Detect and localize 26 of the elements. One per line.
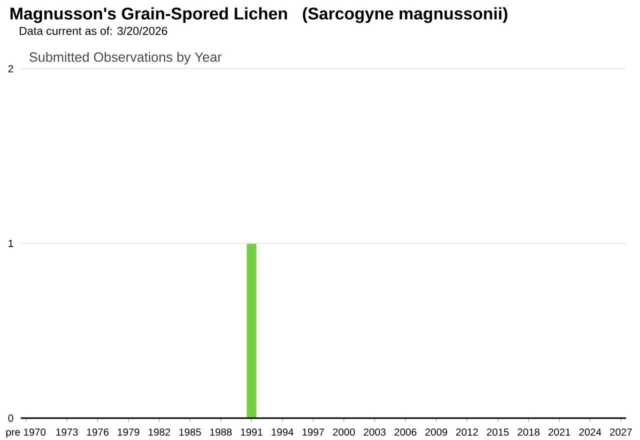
y-tick-label: 2 <box>8 65 14 72</box>
x-tick-label: 1973 <box>56 428 78 436</box>
y-tick-label: 1 <box>8 240 14 247</box>
x-tick-label: 2012 <box>456 428 478 436</box>
chart-title: Magnusson's Grain-Spored Lichen (Sarcogyne magnussonii) <box>10 7 508 23</box>
x-tick-label: 2000 <box>333 428 355 436</box>
x-tick-label: 2015 <box>486 428 509 436</box>
x-tick-label: 1985 <box>179 428 201 436</box>
x-tick-label: 1982 <box>148 428 170 436</box>
x-tick-label: 2018 <box>518 428 540 436</box>
chart-subtitle: Data current as of: 3/20/2026 <box>20 26 168 35</box>
x-tick-label: 2024 <box>579 428 602 436</box>
text: Submitted Observations by Year <box>29 52 222 64</box>
y-tick-label: 0 <box>8 414 14 422</box>
x-tick-label: 1997 <box>302 428 324 436</box>
x-tick-label: 1994 <box>272 428 294 436</box>
x-tick-label: 2009 <box>425 428 448 436</box>
x-tick-label: 1988 <box>210 428 232 436</box>
x-tick-label: 2003 <box>364 428 386 436</box>
x-tick-label: 2021 <box>548 428 570 436</box>
x-tick-label: 2027 <box>610 428 632 436</box>
x-tick-label: 1991 <box>240 428 262 436</box>
x-tick-label: 1976 <box>87 428 109 436</box>
x-tick-label: 1979 <box>118 428 140 436</box>
x-tick-label: 2006 <box>394 428 416 436</box>
x-tick-label: pre 1970 <box>6 428 46 438</box>
